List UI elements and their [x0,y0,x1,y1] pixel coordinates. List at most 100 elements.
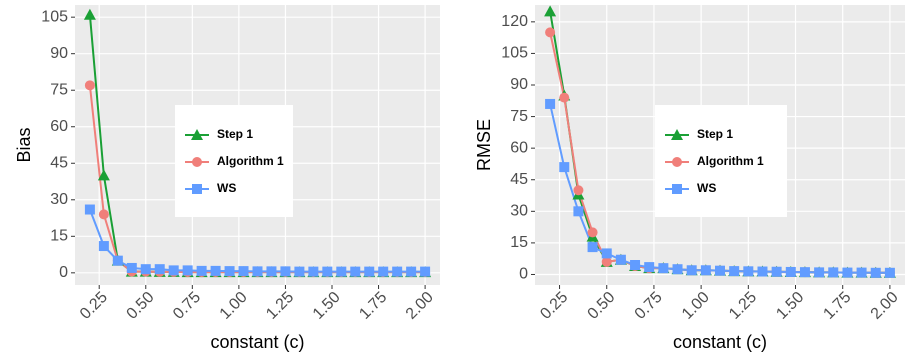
marker [672,264,683,275]
marker [182,265,193,276]
y-tick-label: 45 [510,171,528,188]
marker [154,264,165,275]
marker [615,254,626,265]
legend-marker [192,184,202,194]
marker [743,266,754,277]
marker [573,206,584,217]
y-tick-label: 105 [501,45,528,62]
marker [98,209,109,220]
marker [686,265,697,276]
y-tick-label: 0 [59,264,68,281]
marker [545,98,556,109]
marker [238,266,249,277]
x-tick-label: 1.75 [820,289,854,323]
x-tick-label: 0.25 [537,289,571,323]
legend-label: Step 1 [697,127,733,141]
x-tick-label: 0.25 [77,289,111,323]
marker [559,162,570,173]
legend-label: Step 1 [217,127,253,141]
marker [757,266,768,277]
marker [97,169,110,181]
legend-marker [672,157,682,167]
x-tick-label: 1.25 [726,289,760,323]
marker [392,266,403,277]
y-axis-title: RMSE [474,119,494,171]
marker [870,267,881,278]
marker [573,185,584,196]
marker [252,266,263,277]
legend-marker [671,129,683,140]
marker [601,256,612,267]
marker [700,265,711,276]
x-tick-label: 1.00 [679,289,713,323]
x-tick-label: 1.75 [356,289,390,323]
x-tick-label: 0.75 [632,289,666,323]
marker [84,80,95,91]
marker [210,265,221,276]
marker [364,266,375,277]
y-tick-label: 0 [519,266,528,283]
marker [799,267,810,278]
y-tick-label: 15 [510,234,528,251]
marker [545,27,556,38]
marker [336,266,347,277]
marker [559,92,570,103]
x-tick-label: 0.50 [585,289,619,323]
y-tick-label: 60 [510,139,528,156]
y-tick-label: 75 [510,108,528,125]
marker [771,266,782,277]
marker [126,262,137,273]
marker [83,8,96,20]
marker [196,265,207,276]
marker [828,267,839,278]
marker [322,266,333,277]
y-tick-label: 120 [501,13,528,30]
marker [280,266,291,277]
y-tick-label: 45 [50,154,68,171]
marker [658,263,669,274]
x-tick-label: 2.00 [868,289,902,323]
x-tick-label: 1.50 [310,289,344,323]
x-axis-title: constant (c) [673,332,767,352]
marker [308,266,319,277]
marker [350,266,361,277]
marker [98,241,109,252]
x-tick-label: 1.25 [263,289,297,323]
legend-label: WS [697,181,716,195]
x-tick-label: 1.50 [773,289,807,323]
marker [884,267,895,278]
legend-label: Algorithm 1 [697,154,764,168]
marker [630,260,641,270]
legend-label: WS [217,181,236,195]
y-tick-label: 75 [50,81,68,98]
y-tick-label: 60 [50,118,68,135]
y-axis-title: Bias [14,127,34,162]
legend-marker [672,184,682,194]
legend-label: Algorithm 1 [217,154,284,168]
y-tick-label: 90 [50,45,68,62]
marker [406,266,417,277]
legend-marker [191,129,203,140]
marker [729,266,740,277]
y-tick-label: 90 [510,76,528,93]
marker [785,266,796,277]
marker [266,266,277,277]
legend-marker [192,157,202,167]
marker [587,227,598,238]
marker [814,267,825,278]
y-tick-label: 15 [50,228,68,245]
marker [644,262,655,273]
x-tick-label: 0.75 [170,289,204,323]
marker [224,266,235,277]
marker [842,267,853,278]
marker [601,248,612,259]
x-axis-title: constant (c) [210,332,304,352]
x-tick-label: 0.50 [124,289,158,323]
marker [587,242,598,253]
marker [378,266,389,277]
marker [544,5,557,17]
marker [84,204,95,215]
x-tick-label: 2.00 [403,289,437,323]
y-tick-label: 30 [50,191,68,208]
